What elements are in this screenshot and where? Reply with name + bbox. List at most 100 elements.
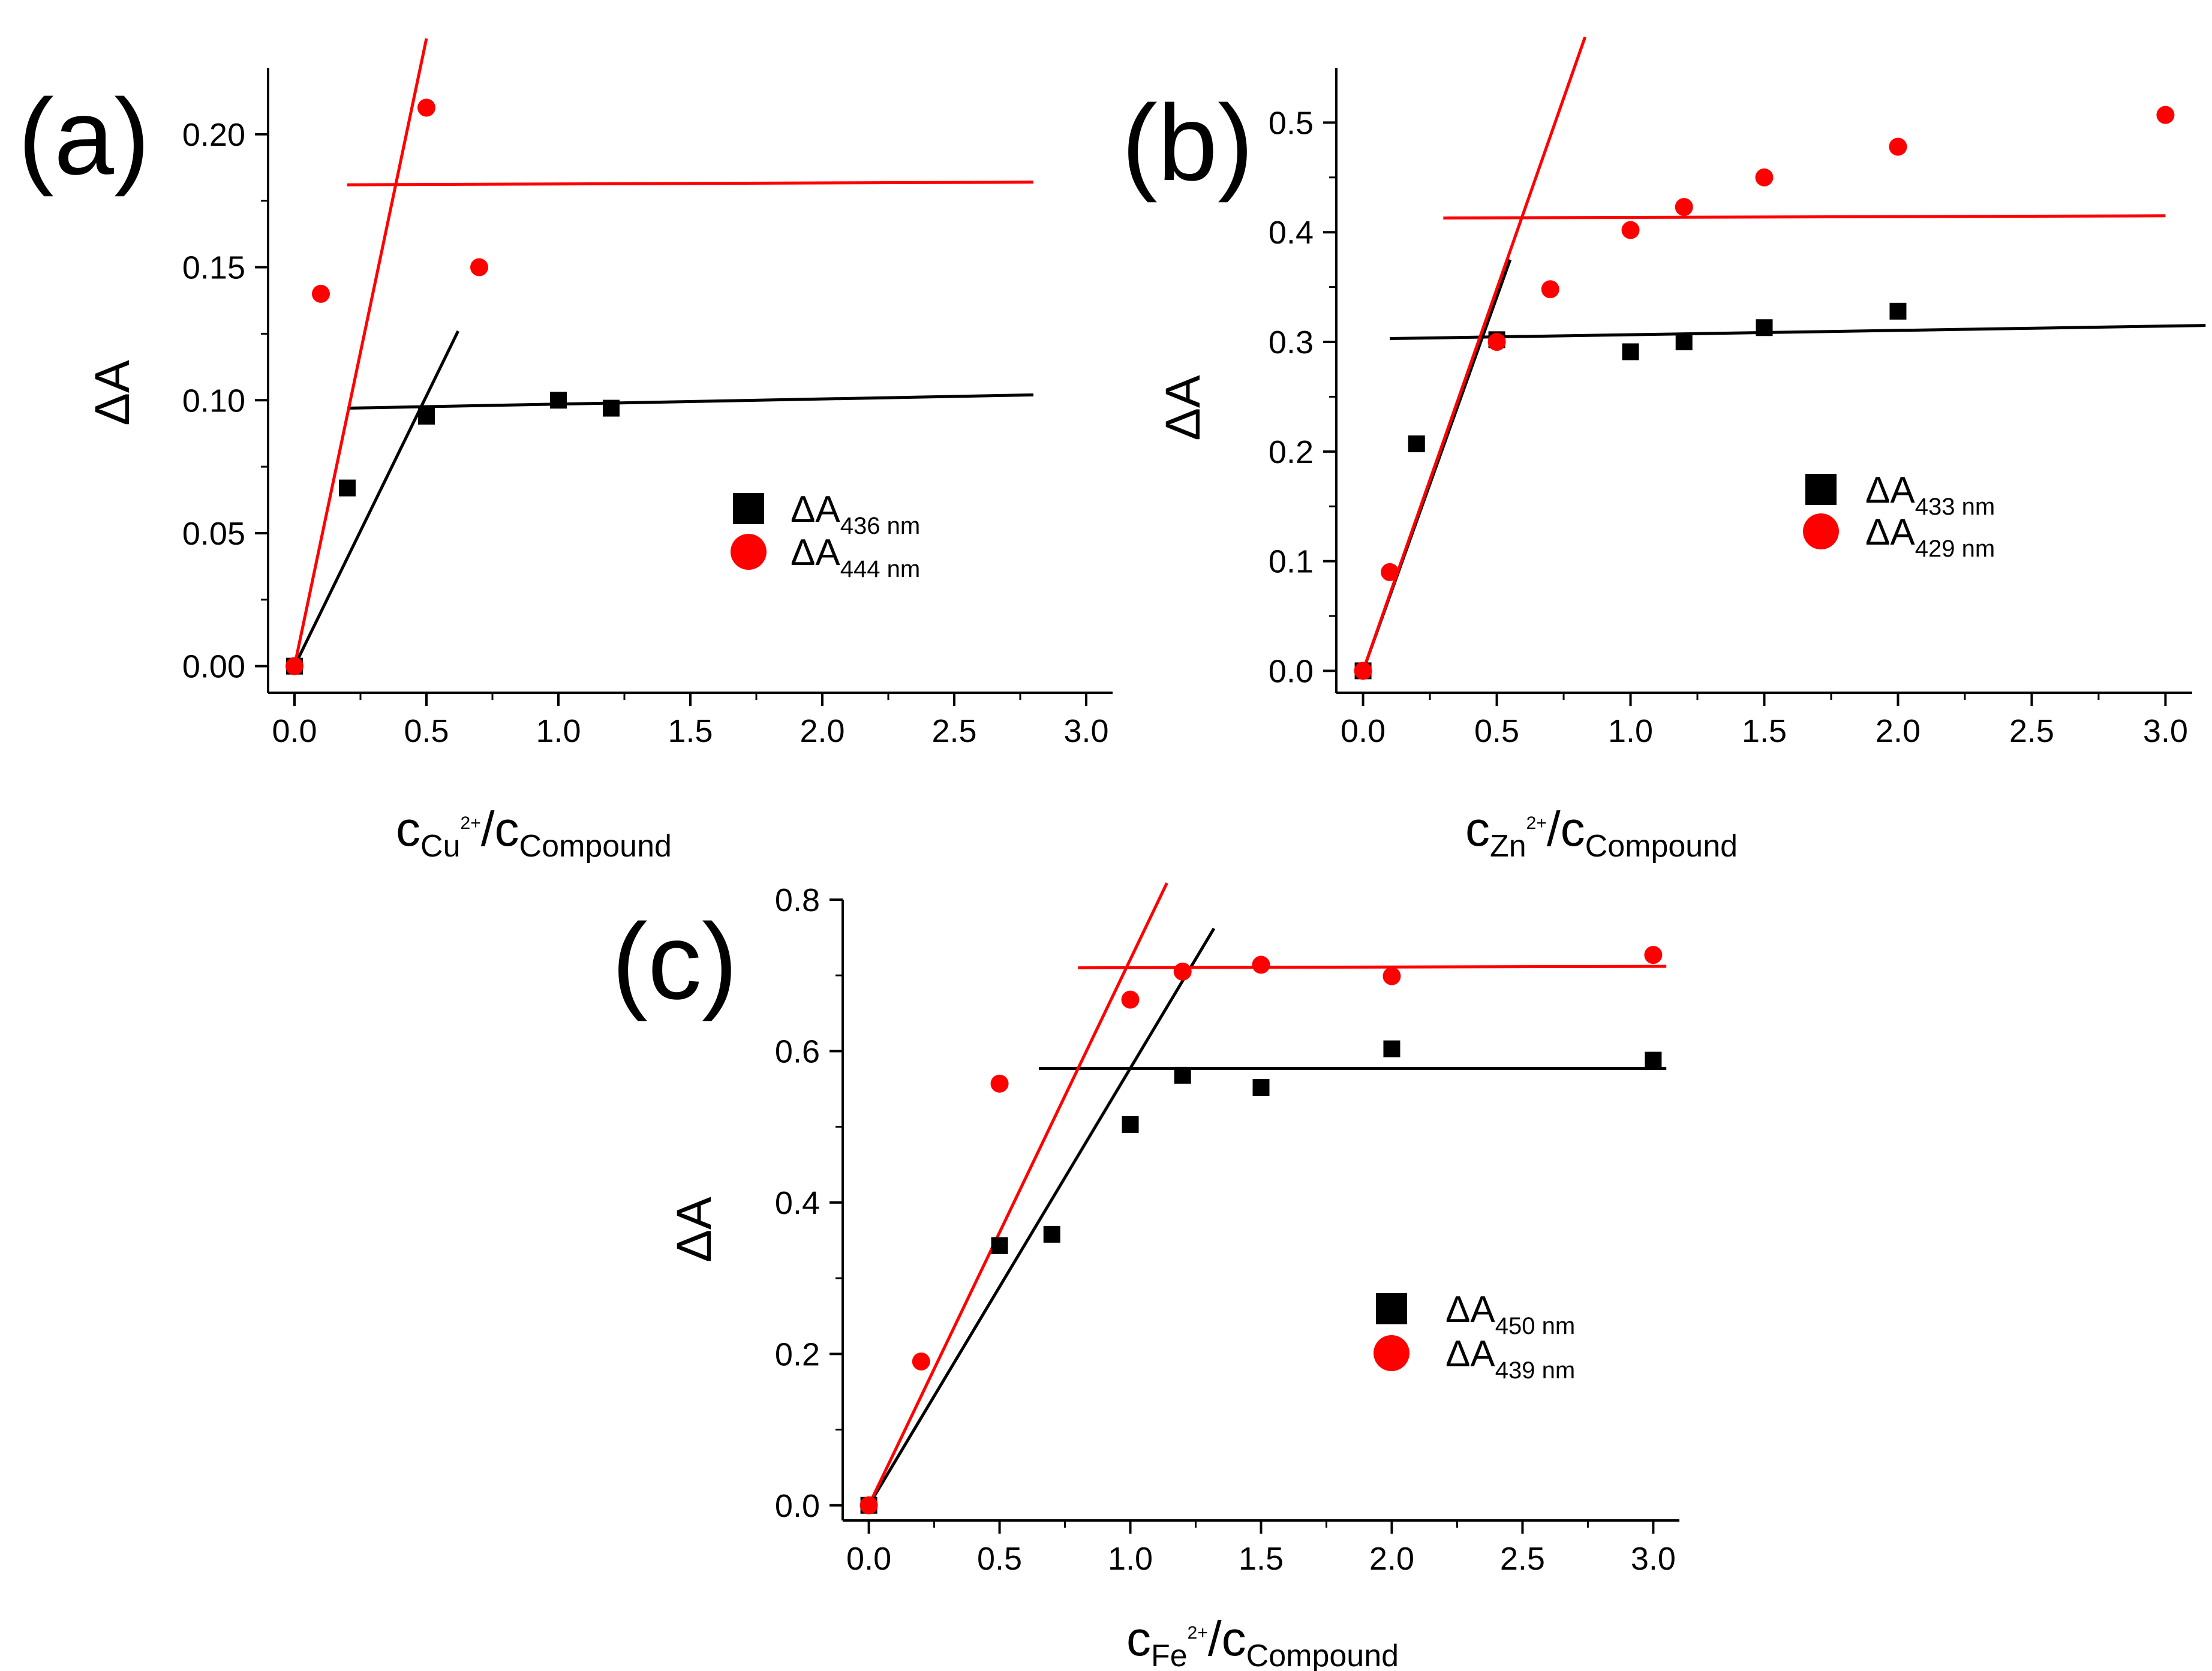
panel-b-y-tick-label: 0.2: [1269, 434, 1314, 470]
panel-c-series-1-point: [1645, 1051, 1662, 1069]
panel-a-x-tick-label: 2.5: [931, 713, 976, 749]
panel-a-x-tick-label: 1.0: [536, 713, 581, 749]
panel-c-legend-circle-marker: [1374, 1335, 1409, 1371]
panel-b-x-tick-label: 2.5: [2009, 713, 2054, 749]
panel-a-series-1-point: [550, 392, 567, 409]
panel-b: (b) ΔA cZn2+/cCompound ΔA433 nm ΔA429 nm…: [1122, 36, 2206, 864]
panel-c-y-tick-label: 0.0: [775, 1488, 820, 1524]
panel-c-x-tick-label: 1.5: [1239, 1541, 1284, 1577]
panel-a-x-tick-label: 2.0: [800, 713, 844, 749]
panel-a-fit-line: [293, 330, 460, 667]
panel-c-y-tick-label: 0.4: [775, 1185, 820, 1221]
panel-b-fit-line: [1443, 214, 2166, 220]
panel-c-series-2-point: [859, 1496, 878, 1514]
panel-b-y-tick-label: 0.4: [1269, 215, 1314, 251]
panel-c-fit-line: [867, 927, 1216, 1507]
panel-a-x-tick-label: 0.5: [404, 713, 449, 749]
panel-a-series-2-point: [470, 258, 488, 277]
panel-b-legend-label-2: ΔA429 nm: [1865, 512, 1995, 562]
panel-b-series-2-point: [2156, 106, 2175, 124]
panel-c-y-tick-label: 0.6: [775, 1033, 820, 1069]
panel-b-series-2-point: [1889, 137, 1907, 156]
panel-c-series-1-point: [1174, 1066, 1191, 1084]
panel-a-y-tick-label: 0.15: [182, 250, 245, 286]
panel-c-series-1-point: [991, 1237, 1008, 1254]
panel-a-series-1-point: [418, 407, 435, 425]
panel-c: (c) ΔA cFe2+/cCompound ΔA450 nm ΔA439 nm…: [612, 882, 1679, 1671]
panel-b-series-2-point: [1354, 662, 1372, 680]
panel-c-label: (c): [612, 901, 738, 1022]
panel-c-y-tick-label: 0.2: [775, 1336, 820, 1372]
panel-a-series-2-point: [285, 657, 303, 675]
panel-b-series-1-point: [1675, 333, 1693, 351]
panel-c-series-2-point: [1121, 990, 1140, 1009]
panel-b-label: (b): [1122, 83, 1254, 203]
panel-c-series-1-point: [1122, 1116, 1139, 1133]
panel-b-series-2-point: [1755, 168, 1774, 187]
panel-a-fit-line: [347, 393, 1034, 410]
panel-b-series-2-point: [1621, 221, 1640, 239]
panel-b-series-2-point: [1675, 198, 1693, 217]
panel-b-fit-line: [1362, 36, 1587, 672]
panel-a-y-tick-label: 0.05: [182, 516, 245, 552]
panel-b-x-tick-label: 2.0: [1876, 713, 1921, 749]
panel-a-legend-circle-marker: [731, 534, 767, 570]
panel-c-x-tick-label: 1.0: [1108, 1541, 1153, 1577]
panel-b-series-1-point: [1622, 343, 1639, 360]
panel-b-y-tick-label: 0.5: [1269, 105, 1314, 141]
panel-b-y-tick-label: 0.0: [1269, 653, 1314, 689]
panel-a-y-axis-title: ΔA: [85, 360, 140, 426]
panel-a-x-axis-title: cCu2+/cCompound: [396, 802, 672, 864]
panel-b-series-1-point: [1756, 319, 1773, 336]
panel-c-x-tick-label: 2.0: [1369, 1541, 1414, 1577]
panel-a-legend-label-1: ΔA436 nm: [791, 489, 920, 539]
panel-b-series-1-point: [1408, 435, 1425, 453]
panel-b-legend-label-1: ΔA433 nm: [1865, 470, 1995, 520]
panel-c-x-axis-title: cFe2+/cCompound: [1126, 1612, 1399, 1671]
panel-b-y-axis-title: ΔA: [1156, 375, 1210, 441]
panel-b-y-tick-label: 0.1: [1269, 544, 1314, 580]
panel-c-legend-label-1: ΔA450 nm: [1445, 1289, 1575, 1339]
panel-b-series-2-point: [1541, 280, 1559, 299]
panel-c-series-1-point: [1043, 1225, 1060, 1243]
panel-a-y-tick-label: 0.00: [182, 649, 245, 685]
panel-c-y-axis-title: ΔA: [667, 1197, 722, 1263]
panel-c-series-2-point: [990, 1074, 1009, 1093]
panel-a-label: (a): [18, 77, 150, 197]
panel-c-x-tick-label: 3.0: [1631, 1541, 1676, 1577]
panel-b-series-2-point: [1487, 333, 1506, 351]
panel-a-legend: ΔA436 nm ΔA444 nm: [731, 489, 920, 582]
panel-b-series-1-point: [1889, 302, 1907, 320]
panel-a-series-2-point: [312, 284, 330, 303]
panel-c-series-2-point: [1644, 946, 1663, 964]
panel-c-legend-label-2: ΔA439 nm: [1445, 1333, 1575, 1384]
panel-b-x-axis-title: cZn2+/cCompound: [1465, 802, 1738, 864]
panel-b-x-tick-label: 3.0: [2143, 713, 2188, 749]
panel-a-x-tick-label: 3.0: [1063, 713, 1108, 749]
panel-a-fit-line: [293, 38, 428, 667]
panel-c-fit-line: [1078, 964, 1667, 970]
panel-c-series-1-point: [1252, 1079, 1270, 1096]
panel-a-fit-line: [347, 181, 1034, 187]
panel-a-series-2-point: [417, 98, 435, 117]
panel-a-legend-square-marker: [733, 493, 764, 524]
panel-a-series-1-point: [603, 399, 620, 417]
panel-c-series-1-point: [1383, 1040, 1400, 1057]
panel-c-legend: ΔA450 nm ΔA439 nm: [1374, 1289, 1575, 1384]
panel-b-series-2-point: [1381, 563, 1399, 581]
panel-b-legend-circle-marker: [1803, 513, 1839, 549]
panel-c-y-tick-label: 0.8: [775, 882, 820, 918]
panel-c-series-2-point: [1382, 967, 1401, 985]
panel-b-fit-line: [1390, 324, 2206, 341]
panel-c-x-tick-label: 0.0: [846, 1541, 891, 1577]
panel-c-series-2-point: [912, 1352, 930, 1371]
panel-a-x-tick-label: 0.0: [272, 713, 317, 749]
panel-b-legend-square-marker: [1805, 474, 1837, 505]
panel-b-x-tick-label: 1.0: [1608, 713, 1653, 749]
panel-a-y-tick-label: 0.20: [182, 117, 245, 153]
panel-b-x-tick-label: 0.0: [1341, 713, 1385, 749]
panel-b-y-tick-label: 0.3: [1269, 324, 1314, 360]
panel-b-x-tick-label: 0.5: [1474, 713, 1519, 749]
panel-b-x-tick-label: 1.5: [1742, 713, 1787, 749]
